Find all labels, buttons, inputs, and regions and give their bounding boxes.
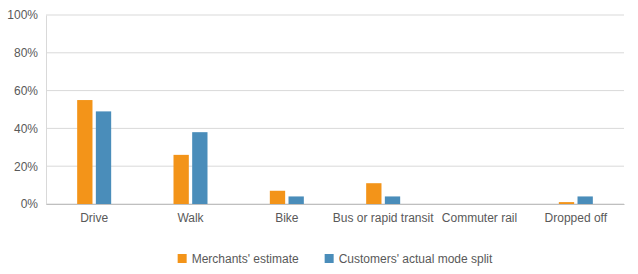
bar [481,204,496,205]
y-tick: 40% [14,122,46,136]
bar [174,155,189,204]
legend-swatch [325,254,334,263]
legend: Merchants' estimate Customers' actual mod… [178,252,493,266]
x-tick-label: Dropped off [545,211,608,225]
x-axis-line [47,204,625,205]
y-tick: 20% [14,160,46,174]
x-tick-label: Bike [275,211,299,225]
bar [96,111,111,204]
y-tick-label: 0% [21,197,39,211]
bar [270,191,285,204]
bar [463,204,478,205]
chart: 0% 20% 40% 60% 80% 100% Drive Walk Bike Bus or ra… [0,0,638,274]
legend-swatch [178,254,187,263]
grid-line [46,166,624,167]
y-axis: 0% 20% 40% 60% 80% 100% [7,8,46,211]
grid-line [46,204,624,205]
x-axis: Drive Walk Bike Bus or rapid transit Commute… [47,204,625,225]
x-tick: Dropped off [545,204,608,225]
series [96,111,593,204]
x-tick-label: Commuter rail [442,211,517,225]
bar [289,196,304,204]
y-tick: 80% [14,46,46,60]
grid-line [46,15,624,16]
legend-item: Customers' actual mode split [325,252,493,266]
grid-line [46,52,624,53]
x-tick: Bus or rapid transit [333,204,434,225]
x-tick: Drive [80,204,108,225]
bars [77,100,593,204]
x-tick: Commuter rail [442,204,517,225]
grid-line [46,90,624,91]
legend-item: Merchants' estimate [178,252,299,266]
x-tick-label: Bus or rapid transit [333,211,434,225]
y-tick: 0% [21,197,46,211]
y-tick: 60% [14,84,46,98]
bar [366,183,381,204]
x-tick-label: Walk [177,211,204,225]
legend-label: Customers' actual mode split [339,252,493,266]
bar [77,100,92,204]
bar [192,132,207,204]
x-tick: Bike [275,204,299,225]
y-tick-label: 80% [14,46,38,60]
bar [578,196,593,204]
y-tick-label: 60% [14,84,38,98]
grid-line [46,128,624,129]
plot: 0% 20% 40% 60% 80% 100% Drive Walk Bike Bus or ra… [7,8,624,224]
legend-label: Merchants' estimate [192,252,299,266]
y-tick-label: 40% [14,122,38,136]
y-axis-line [46,16,47,205]
y-tick-label: 20% [14,160,38,174]
bar [559,202,574,204]
series [77,100,574,204]
bar [385,196,400,204]
y-tick-label: 100% [7,8,38,22]
x-tick: Walk [177,204,204,225]
y-tick: 100% [7,8,46,22]
x-tick-label: Drive [80,211,108,225]
grid [46,15,624,204]
